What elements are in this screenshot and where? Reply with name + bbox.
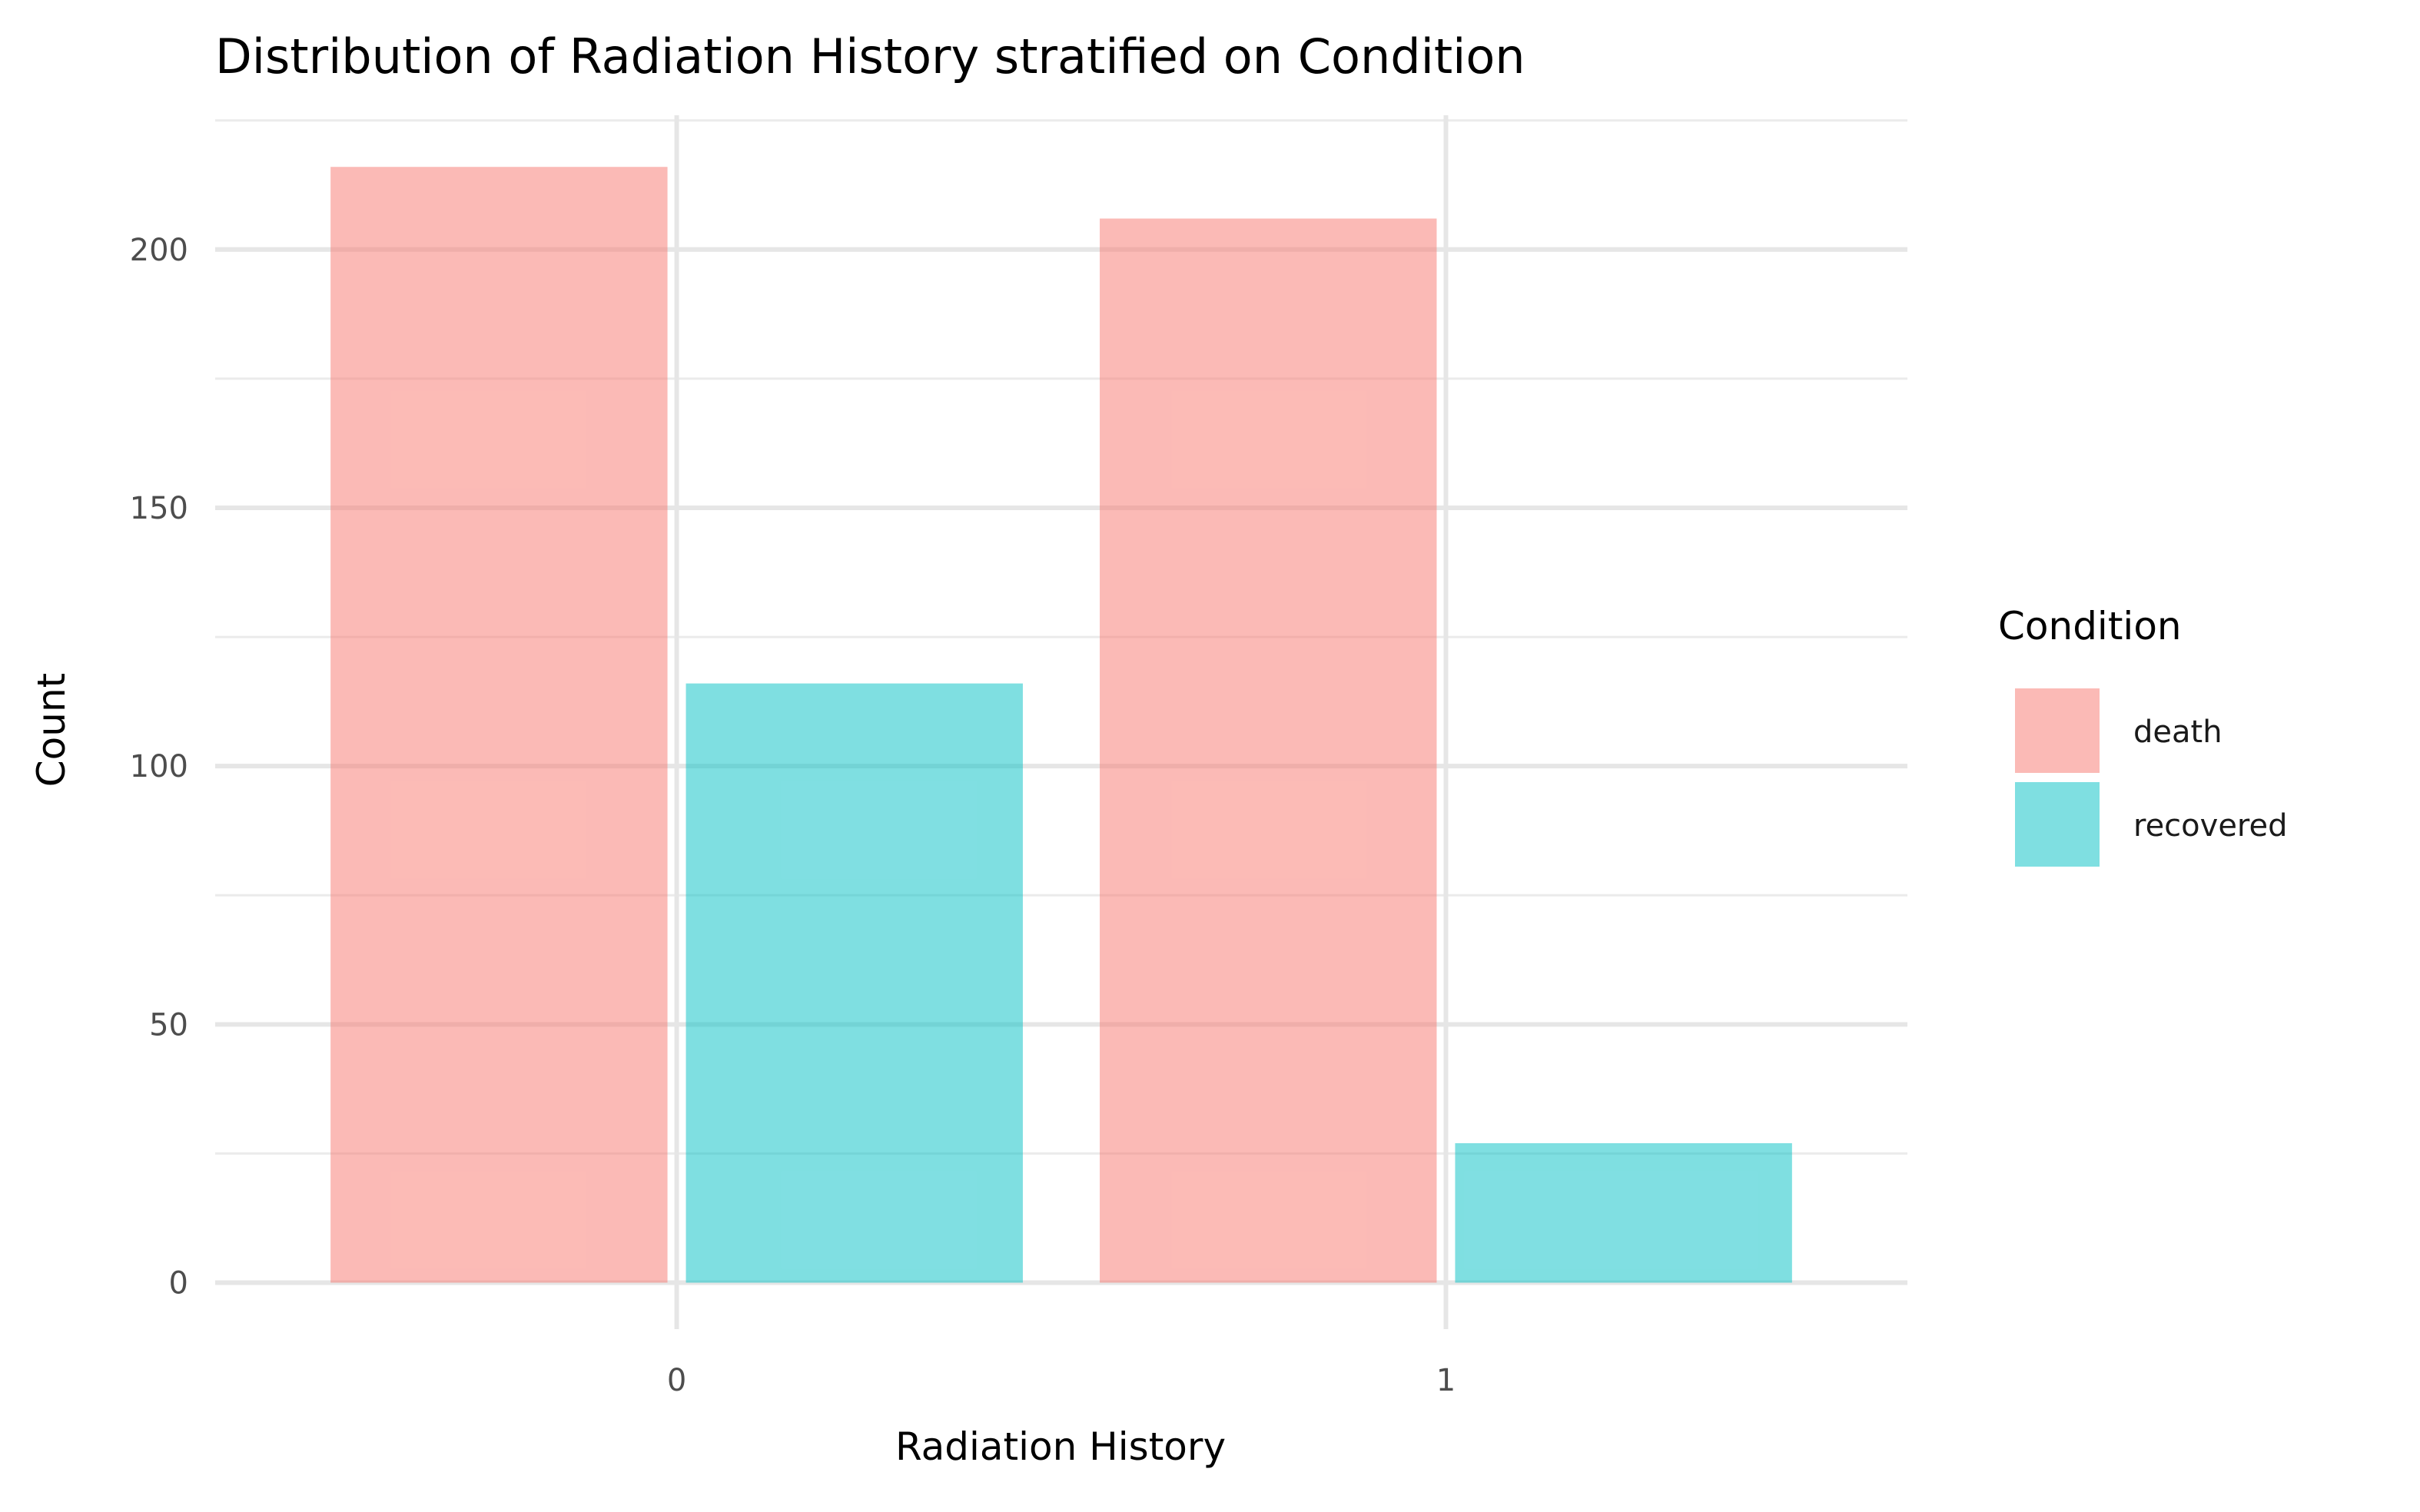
bar-recovered-0 bbox=[686, 683, 1023, 1283]
bar-death-0 bbox=[330, 167, 668, 1283]
y-tick-label: 100 bbox=[130, 749, 188, 784]
legend-label-death: death bbox=[2133, 715, 2222, 750]
y-tick-label: 200 bbox=[130, 233, 188, 268]
x-tick-label: 0 bbox=[667, 1363, 686, 1398]
legend: Condition death recovered bbox=[1998, 604, 2288, 867]
legend-key-death bbox=[2015, 688, 2100, 773]
legend-title: Condition bbox=[1998, 604, 2182, 648]
x-tick-label: 1 bbox=[1436, 1363, 1456, 1398]
ticks-layer: 0 50 100 150 200 0 1 bbox=[130, 233, 1456, 1398]
chart-title: Distribution of Radiation History strati… bbox=[215, 28, 1525, 85]
legend-label-recovered: recovered bbox=[2133, 808, 2288, 844]
bars-layer bbox=[330, 167, 1792, 1283]
bar-death-1 bbox=[1100, 218, 1437, 1283]
y-tick-label: 50 bbox=[149, 1007, 188, 1043]
x-axis-title: Radiation History bbox=[895, 1424, 1226, 1469]
legend-key-recovered bbox=[2015, 782, 2100, 867]
y-axis-title: Count bbox=[29, 673, 74, 788]
legend-items: death recovered bbox=[2015, 688, 2288, 867]
y-tick-label: 150 bbox=[130, 491, 188, 526]
y-tick-label: 0 bbox=[169, 1265, 188, 1301]
bar-recovered-1 bbox=[1455, 1142, 1792, 1283]
